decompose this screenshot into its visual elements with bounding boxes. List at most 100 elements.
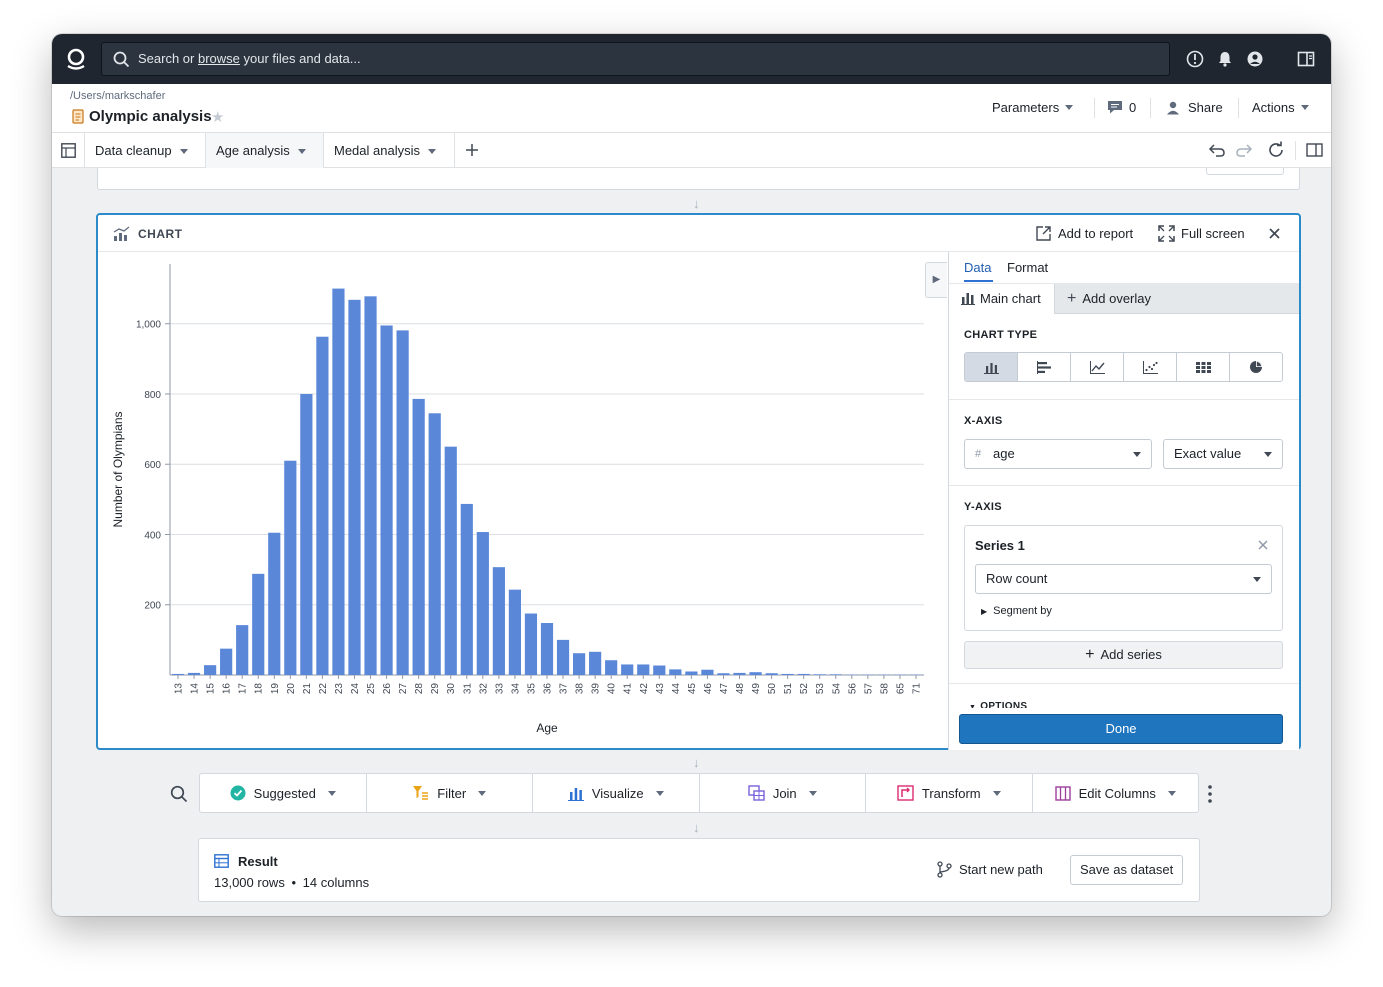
main-chart-label: Main chart [980, 291, 1041, 306]
transform-label: Transform [921, 785, 981, 801]
full-screen-label: Full screen [1181, 226, 1245, 241]
result-summary: 13,000 rows • 14 columns [214, 875, 369, 890]
path-tab-bar: Data cleanup Age analysis Medal analysis [52, 133, 1331, 168]
chevron-down-icon[interactable] [428, 149, 436, 155]
actions-label: Actions [1252, 100, 1295, 115]
join-button[interactable]: Join [700, 774, 866, 812]
x-tick-label: 42 [639, 683, 650, 695]
x-tick-label: 51 [783, 683, 794, 695]
filter-button[interactable]: Filter [367, 774, 533, 812]
refresh-icon[interactable] [1267, 141, 1285, 159]
x-axis-field-select[interactable]: # age [964, 439, 1152, 469]
tab-age-analysis[interactable]: Age analysis [206, 133, 324, 168]
bar-42 [637, 664, 650, 675]
parameters-label: Parameters [992, 100, 1060, 115]
result-row-count: 13,000 rows [214, 875, 285, 890]
chart-type-line-button[interactable] [1071, 353, 1124, 381]
active-tab-indicator [964, 280, 993, 282]
chart-type-heatmap-button[interactable] [1177, 353, 1230, 381]
suggested-label: Suggested [253, 785, 316, 801]
fullscreen-icon [1158, 225, 1175, 242]
transform-button[interactable]: Transform [866, 774, 1033, 812]
redo-icon[interactable] [1235, 142, 1253, 158]
edit-columns-button[interactable]: Edit Columns [1033, 774, 1199, 812]
tab-format[interactable]: Format [1007, 260, 1049, 275]
share-button[interactable]: Share [1166, 100, 1223, 115]
breadcrumb[interactable]: /Users/markschafer [70, 90, 166, 102]
series-name[interactable]: Series 1 [975, 538, 1025, 553]
undo-icon[interactable] [1208, 142, 1226, 158]
main-chart-tab[interactable]: Main chart [949, 284, 1055, 314]
visualize-button[interactable]: Visualize [533, 774, 700, 812]
tab-data-cleanup[interactable]: Data cleanup [85, 133, 206, 168]
save-as-dataset-button[interactable]: Save as dataset [1070, 855, 1184, 885]
full-screen-button[interactable]: Full screen [1158, 225, 1245, 242]
add-series-button[interactable]: + Add series [964, 641, 1283, 669]
x-tick-label: 34 [510, 683, 521, 695]
table-view-icon[interactable] [61, 143, 76, 158]
close-icon[interactable] [1269, 228, 1280, 239]
chart-type-scatter-button[interactable] [1124, 353, 1177, 381]
flow-arrow-down-icon: ↓ [693, 755, 700, 770]
side-panel-icon[interactable] [1306, 142, 1323, 158]
parameters-button[interactable]: Parameters [992, 100, 1074, 115]
x-axis-mode-select[interactable]: Exact value [1163, 439, 1283, 469]
more-options-icon[interactable] [1207, 784, 1213, 804]
collapse-panel-toggle[interactable]: ▶ [925, 262, 947, 298]
search-input[interactable]: Search or browse your files and data... [101, 42, 1170, 76]
chevron-down-icon[interactable] [179, 149, 188, 155]
options-section-toggle[interactable]: ▼ OPTIONS [969, 701, 1027, 712]
add-tab-plus-icon[interactable] [465, 143, 479, 157]
horizontal-bar-chart-icon [1036, 360, 1051, 374]
columns-icon [1054, 785, 1071, 801]
x-tick-label: 16 [222, 683, 233, 695]
histogram-chart: 200 400 600 800 1,000 13 14 15 16 17 18 19 20 21 22 23 2… [111, 264, 924, 735]
user-account-icon[interactable] [1245, 49, 1265, 69]
bar-28 [412, 398, 425, 675]
series-aggregation-value: Row count [986, 571, 1048, 586]
x-tick-label: 13 [174, 683, 185, 695]
x-tick-label: 50 [767, 683, 778, 695]
series-aggregation-select[interactable]: Row count [975, 564, 1272, 594]
x-tick-label: 43 [655, 683, 666, 695]
add-to-report-button[interactable]: Add to report [1035, 225, 1133, 242]
bar-46 [701, 669, 714, 675]
bar-48 [733, 672, 746, 675]
previous-card-button[interactable] [1206, 168, 1284, 175]
bar-53 [813, 674, 826, 675]
suggested-button[interactable]: Suggested [200, 774, 367, 812]
notifications-bell-icon[interactable] [1215, 49, 1235, 69]
add-series-label: Add series [1100, 647, 1162, 662]
chevron-down-icon [1065, 105, 1074, 110]
chart-type-horizontal-bar-button[interactable] [1018, 353, 1071, 381]
actions-button[interactable]: Actions [1252, 100, 1309, 115]
done-button[interactable]: Done [959, 714, 1283, 744]
comments-button[interactable]: 0 [1107, 100, 1136, 115]
divider [949, 399, 1299, 400]
app-logo-icon[interactable] [64, 47, 88, 71]
x-tick-label: 36 [543, 683, 554, 695]
favorite-star-icon[interactable]: ★ [211, 109, 225, 126]
divider [1150, 98, 1151, 118]
start-new-path-button[interactable]: Start new path [937, 861, 1043, 878]
tab-medal-analysis[interactable]: Medal analysis [324, 133, 455, 168]
x-axis-heading: X-AXIS [964, 415, 1003, 427]
page-title[interactable]: Olympic analysis [89, 108, 212, 125]
chevron-down-icon[interactable] [297, 149, 306, 155]
status-icon[interactable] [1185, 49, 1205, 69]
segment-by-toggle[interactable]: ▶ Segment by [981, 605, 1052, 617]
bar-26 [380, 325, 393, 675]
bar-15 [204, 665, 217, 675]
chart-type-pie-button[interactable] [1230, 353, 1282, 381]
search-icon[interactable] [170, 785, 188, 803]
chart-type-bar-button[interactable] [965, 353, 1018, 381]
tab-data[interactable]: Data [964, 260, 992, 275]
remove-series-close-icon[interactable] [1258, 540, 1268, 550]
notebook-file-icon [72, 109, 84, 124]
flow-arrow-down-icon: ↓ [693, 196, 700, 211]
bar-41 [621, 664, 634, 675]
y-axis-title: Number of Olympians [111, 411, 125, 527]
browse-link[interactable]: browse [197, 51, 240, 66]
add-overlay-tab[interactable]: + Add overlay [1055, 284, 1151, 314]
side-panel-icon[interactable] [1296, 49, 1316, 69]
